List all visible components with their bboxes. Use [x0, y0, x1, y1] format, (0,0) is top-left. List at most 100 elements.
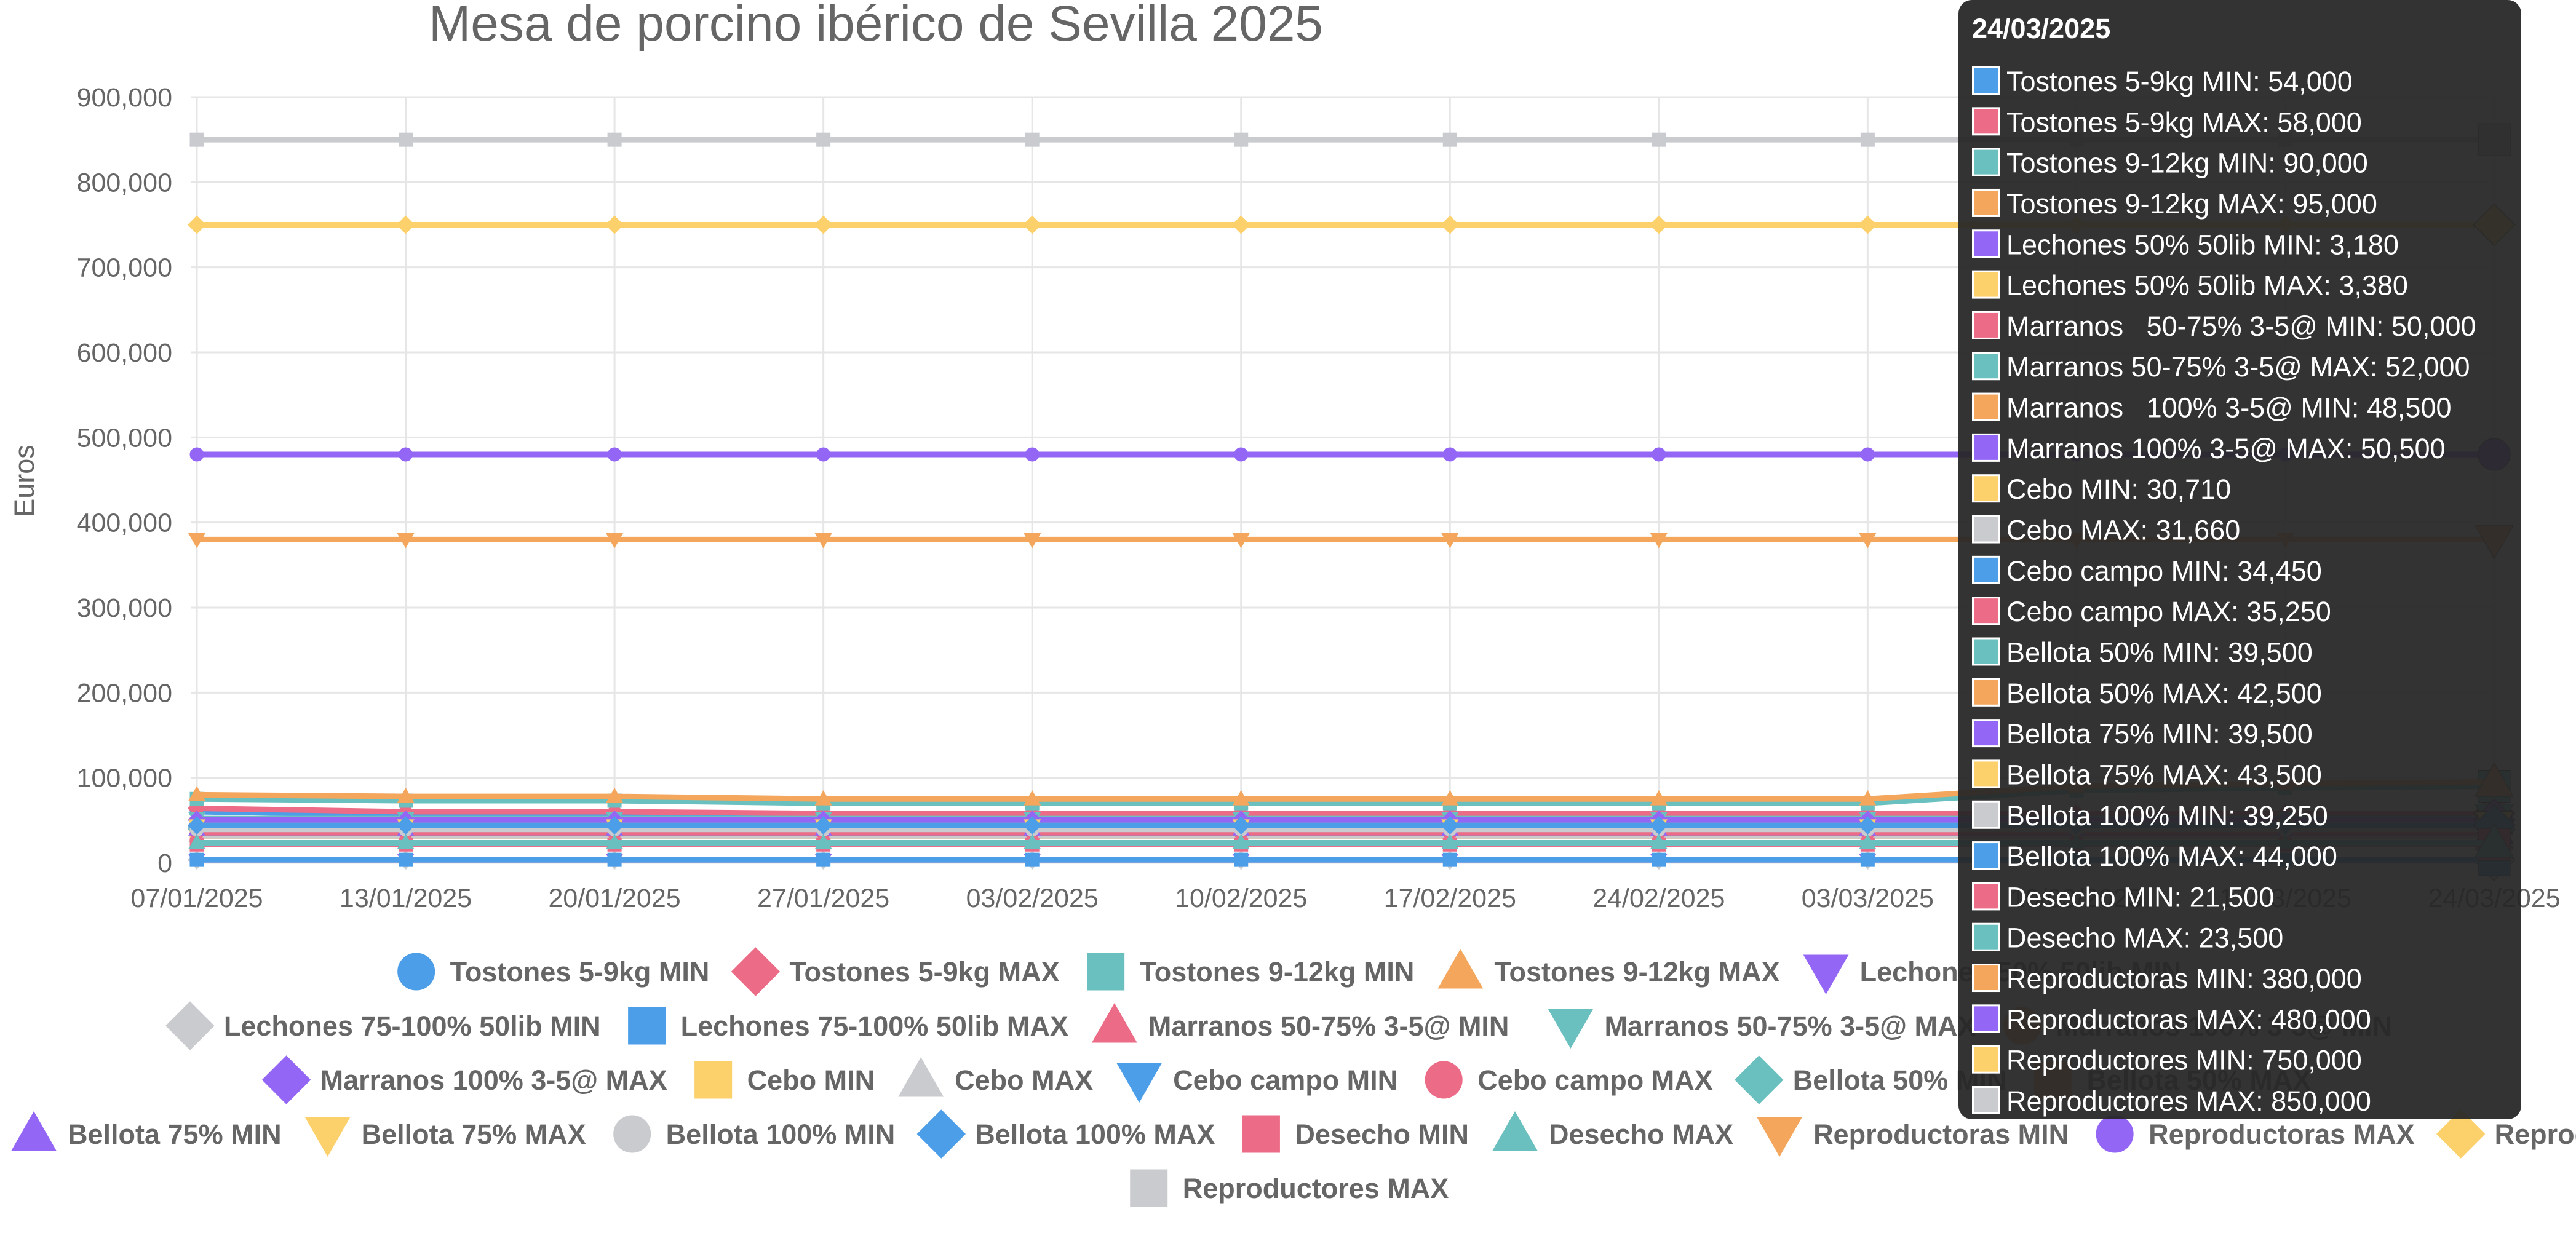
- data-point: [1859, 834, 1877, 849]
- tooltip-item: Marranos 50-75% 3-5@ MIN: 50,000: [1972, 311, 2476, 342]
- legend-item[interactable]: Reproductores MAX: [1130, 1169, 1449, 1207]
- data-point: [1859, 790, 1877, 806]
- tooltip-swatch: [1974, 1006, 1998, 1031]
- legend-item[interactable]: Reproductoras MAX: [2096, 1115, 2415, 1153]
- y-tick-label: 400,000: [77, 509, 172, 538]
- tooltip-swatch: [1974, 965, 1998, 991]
- data-point: [399, 852, 413, 867]
- legend-item[interactable]: Bellota 75% MIN: [11, 1111, 282, 1151]
- data-point: [1441, 533, 1459, 549]
- legend-item[interactable]: Tostones 9-12kg MAX: [1437, 948, 1780, 989]
- legend-label: Tostones 9-12kg MIN: [1140, 956, 1415, 988]
- data-point: [1232, 533, 1250, 549]
- tooltip-label: Cebo campo MAX: 35,250: [2006, 596, 2331, 627]
- data-point: [397, 834, 415, 849]
- legend-label: Bellota 100% MIN: [666, 1119, 896, 1150]
- data-point: [814, 533, 832, 549]
- legend-item[interactable]: Tostones 5-9kg MAX: [731, 947, 1060, 996]
- data-point: [1652, 132, 1666, 147]
- tooltip-swatch: [1974, 109, 1998, 134]
- data-point: [1860, 852, 1875, 867]
- tooltip-label: Reproductores MIN: 750,000: [2006, 1045, 2362, 1076]
- legend-label: Lechones 75-100% 50lib MIN: [224, 1010, 601, 1042]
- tooltip-item: Reproductores MAX: 850,000: [1972, 1085, 2371, 1117]
- legend-item[interactable]: Desecho MAX: [1492, 1111, 1733, 1151]
- legend-marker: [1425, 1061, 1463, 1099]
- legend-item[interactable]: Cebo campo MAX: [1425, 1061, 1713, 1099]
- legend-item[interactable]: Bellota 75% MAX: [304, 1117, 586, 1157]
- legend-marker: [1091, 1002, 1137, 1043]
- tooltip-item: Desecho MIN: 21,500: [1972, 881, 2274, 913]
- data-point: [396, 215, 415, 234]
- legend-item[interactable]: Reproductores MIN: [2436, 1109, 2576, 1159]
- data-point: [1442, 132, 1457, 147]
- legend-label: Reproductoras MAX: [2149, 1119, 2415, 1150]
- tooltip-label: Cebo MIN: 30,710: [2006, 474, 2231, 505]
- tooltip-label: Desecho MAX: 23,500: [2006, 922, 2283, 954]
- chart-title: Mesa de porcino ibérico de Sevilla 2025: [429, 0, 1323, 52]
- data-point: [1649, 215, 1668, 234]
- legend-label: Marranos 50-75% 3-5@ MAX: [1604, 1010, 1976, 1042]
- y-tick-label: 100,000: [77, 764, 172, 793]
- legend-label: Cebo MAX: [955, 1065, 1093, 1096]
- data-point: [607, 852, 622, 867]
- legend-label: Bellota 75% MIN: [68, 1119, 282, 1150]
- data-point: [187, 215, 207, 234]
- legend-item[interactable]: Reproductoras MIN: [1757, 1117, 2069, 1157]
- legend-item[interactable]: Cebo campo MIN: [1116, 1063, 1397, 1103]
- legend-item[interactable]: Lechones 75-100% 50lib MIN: [165, 1001, 601, 1050]
- legend-item[interactable]: Bellota 100% MIN: [613, 1115, 896, 1153]
- tooltip-label: Marranos 100% 3-5@ MIN: 48,500: [2006, 392, 2452, 424]
- legend-item[interactable]: Marranos 100% 3-5@ MAX: [261, 1055, 667, 1104]
- legend-marker: [916, 1109, 966, 1159]
- data-point: [606, 787, 624, 803]
- legend-label: Tostones 9-12kg MAX: [1494, 956, 1779, 988]
- data-point: [1441, 834, 1459, 849]
- tooltip-swatch: [1974, 924, 1998, 950]
- tooltip-item: Bellota 100% MIN: 39,250: [1972, 800, 2328, 831]
- legend-marker: [1548, 1009, 1594, 1049]
- legend-marker: [1757, 1117, 1802, 1157]
- legend-marker: [1735, 1055, 1784, 1104]
- data-point: [1234, 447, 1249, 462]
- tooltip-swatch: [1974, 68, 1998, 93]
- legend-item[interactable]: Tostones 9-12kg MIN: [1087, 953, 1415, 991]
- data-point: [607, 447, 622, 462]
- legend-marker: [613, 1115, 651, 1153]
- legend-marker: [304, 1117, 351, 1157]
- y-tick-label: 200,000: [77, 678, 172, 708]
- tooltip-item: Tostones 9-12kg MAX: 95,000: [1972, 188, 2377, 220]
- x-tick-label: 27/01/2025: [757, 884, 889, 913]
- data-point: [1234, 852, 1249, 867]
- x-tick-label: 03/02/2025: [966, 884, 1099, 913]
- tooltip-label: Reproductoras MAX: 480,000: [2006, 1004, 2371, 1035]
- x-tick-label: 10/02/2025: [1175, 884, 1307, 913]
- legend-item[interactable]: Cebo MIN: [694, 1061, 875, 1099]
- tooltip-item: Bellota 75% MAX: 43,500: [1972, 759, 2322, 790]
- y-tick-label: 300,000: [77, 593, 172, 623]
- x-tick-label: 07/01/2025: [130, 884, 263, 913]
- legend-item[interactable]: Marranos 50-75% 3-5@ MAX: [1548, 1009, 1976, 1049]
- legend-item[interactable]: Marranos 50-75% 3-5@ MIN: [1091, 1002, 1509, 1043]
- legend-marker: [2096, 1115, 2134, 1153]
- legend-marker: [731, 947, 781, 996]
- legend-item[interactable]: Desecho MIN: [1242, 1115, 1469, 1153]
- legend-item[interactable]: Cebo MAX: [898, 1057, 1093, 1097]
- data-point: [399, 447, 413, 462]
- tooltip-label: Desecho MIN: 21,500: [2006, 881, 2274, 913]
- legend-label: Tostones 5-9kg MIN: [450, 956, 710, 988]
- legend-item[interactable]: Bellota 100% MAX: [916, 1109, 1215, 1159]
- data-point: [1859, 533, 1877, 549]
- tooltip-item: Bellota 50% MAX: 42,500: [1972, 678, 2322, 709]
- tooltip-swatch: [1974, 843, 1998, 868]
- tooltip-item: Bellota 50% MIN: 39,500: [1972, 636, 2313, 668]
- data-point: [1232, 790, 1250, 806]
- tooltip-item: Tostones 5-9kg MIN: 54,000: [1972, 66, 2353, 97]
- legend-label: Tostones 5-9kg MAX: [789, 956, 1059, 988]
- legend-item[interactable]: Tostones 5-9kg MIN: [397, 953, 710, 991]
- tooltip-swatch: [1974, 598, 1998, 624]
- tooltip-swatch: [1974, 149, 1998, 175]
- data-point: [1023, 215, 1042, 234]
- legend-item[interactable]: Lechones 75-100% 50lib MAX: [628, 1007, 1068, 1045]
